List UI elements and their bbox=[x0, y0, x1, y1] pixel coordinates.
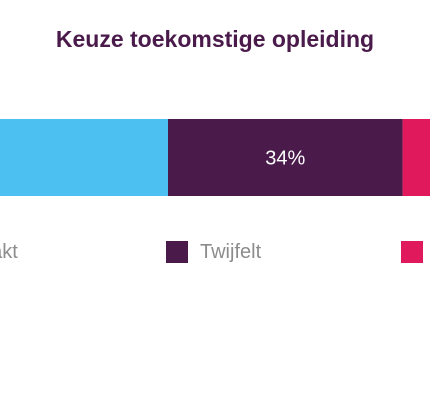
legend-item-third bbox=[401, 238, 423, 266]
bar-segment-2 bbox=[168, 119, 403, 196]
legend-item-twijfelt: Twijfelt bbox=[166, 238, 261, 266]
legend-swatch-third bbox=[401, 241, 423, 263]
bar-segment-3 bbox=[402, 119, 430, 196]
bar-segment-1 bbox=[0, 119, 168, 196]
legend-label-twijfelt: Twijfelt bbox=[200, 240, 262, 263]
legend-swatch-twijfelt bbox=[166, 241, 188, 263]
legend-item-gemaakt: aakt bbox=[0, 238, 18, 266]
data-label-2: 34% bbox=[265, 148, 305, 170]
legend-label-gemaakt: aakt bbox=[0, 240, 18, 263]
chart-title: Keuze toekomstige opleiding bbox=[55, 26, 375, 52]
